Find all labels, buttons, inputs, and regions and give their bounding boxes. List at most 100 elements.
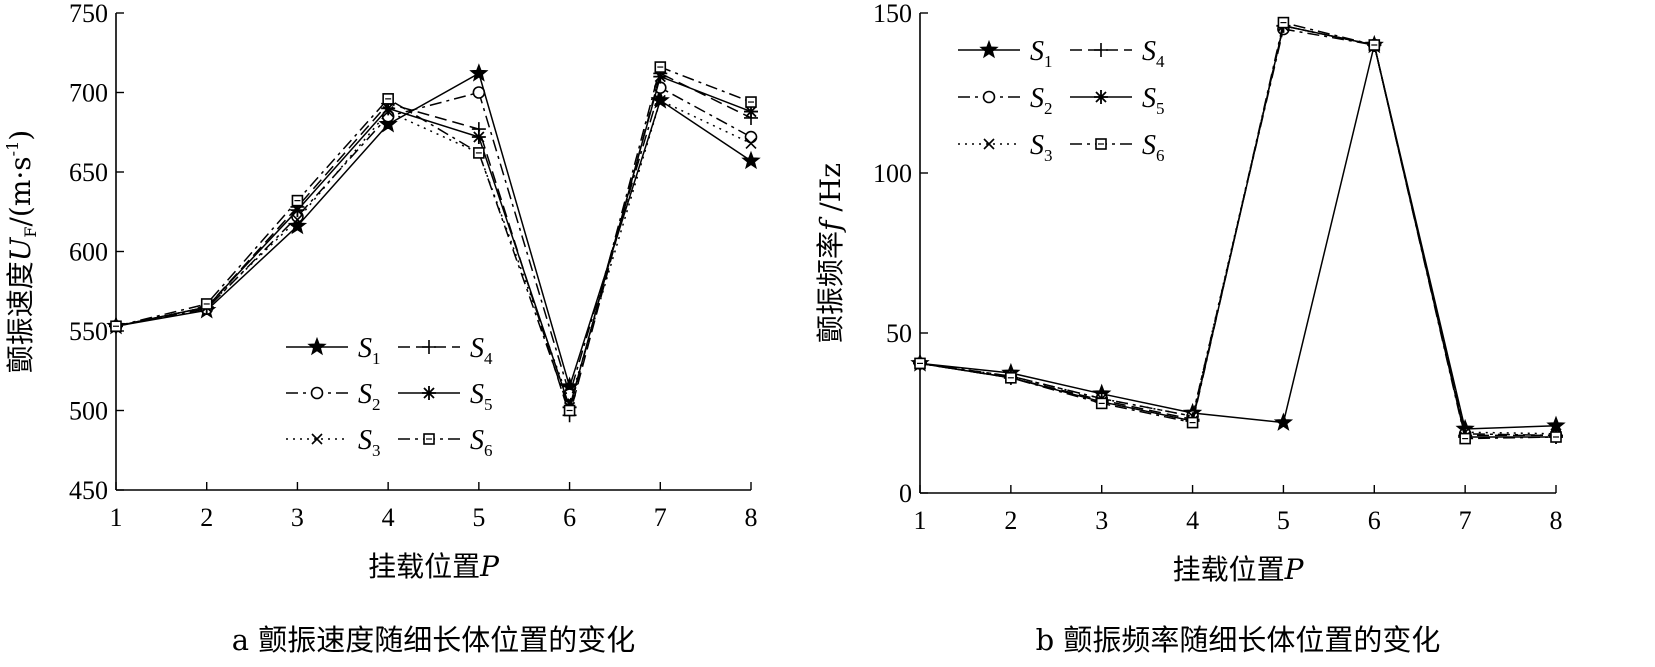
series-line bbox=[115, 72, 752, 390]
legend-label-name: S bbox=[358, 379, 372, 410]
legend-marker bbox=[982, 90, 996, 104]
y-axis-label-ylabel-subscript: F bbox=[21, 226, 40, 237]
legend-label: S6 bbox=[1142, 130, 1165, 165]
legend-label: S2 bbox=[358, 379, 381, 414]
data-point bbox=[744, 104, 758, 119]
legend-item-S6: S6 bbox=[1070, 130, 1165, 165]
x-tick-label: 4 bbox=[382, 503, 395, 532]
legend-marker bbox=[983, 138, 995, 150]
data-point bbox=[287, 215, 308, 235]
legend-label-name: S bbox=[1030, 83, 1044, 114]
x-tick-label: 1 bbox=[914, 506, 927, 535]
legend-label-name: S bbox=[1030, 36, 1044, 67]
legend-marker bbox=[311, 433, 323, 445]
legend-label: S6 bbox=[470, 425, 493, 460]
legend-marker bbox=[422, 386, 436, 400]
x-tick-label: 8 bbox=[745, 503, 758, 532]
legend-label-name: S bbox=[470, 333, 484, 364]
series-line bbox=[115, 72, 752, 418]
x-tick-label: 5 bbox=[472, 503, 485, 532]
x-tick-label: 3 bbox=[1095, 506, 1108, 535]
series-line bbox=[115, 75, 752, 410]
series-line bbox=[115, 99, 752, 405]
legend-label-name: S bbox=[358, 333, 372, 364]
x-axis-label-symbol: P bbox=[479, 550, 500, 583]
legend-item-S2: S2 bbox=[286, 379, 381, 414]
data-point bbox=[378, 114, 398, 133]
y-tick-label: 500 bbox=[69, 397, 108, 426]
x-tick-label: 7 bbox=[1459, 506, 1472, 535]
data-point bbox=[741, 150, 761, 170]
legend-marker bbox=[1094, 90, 1108, 104]
x-tick-label: 2 bbox=[200, 503, 213, 532]
x-axis-label-symbol: P bbox=[1284, 553, 1305, 586]
legend-item-S4: S4 bbox=[398, 333, 493, 368]
legend-item-S6: S6 bbox=[398, 425, 493, 460]
legend-label-sub: 5 bbox=[484, 395, 493, 414]
legend-label-sub: 2 bbox=[372, 395, 381, 414]
x-tick-label: 8 bbox=[1550, 506, 1563, 535]
legend-label-sub: 4 bbox=[1156, 52, 1165, 71]
legend-label-sub: 1 bbox=[372, 349, 381, 368]
y-tick-label: 550 bbox=[69, 317, 108, 346]
data-point bbox=[654, 94, 666, 107]
series-S4 bbox=[109, 66, 758, 423]
y-axis-label-ylabel-unit-exp: -1 bbox=[3, 141, 22, 157]
y-tick-label: 50 bbox=[886, 319, 912, 348]
y-tick-label: 600 bbox=[69, 238, 108, 267]
y-axis-label-ylabel-unit-close: ) bbox=[4, 130, 37, 141]
legend-label-sub: 3 bbox=[372, 441, 381, 460]
series-S1 bbox=[106, 63, 761, 395]
x-tick-label: 4 bbox=[1186, 506, 1199, 535]
legend-marker bbox=[310, 386, 324, 400]
legend-item-S5: S5 bbox=[398, 379, 493, 414]
legend-label: S4 bbox=[470, 333, 493, 368]
chart-caption: a 颤振速度随细长体位置的变化 bbox=[232, 623, 636, 657]
series-S6 bbox=[914, 16, 1562, 445]
legend-label: S1 bbox=[358, 333, 381, 368]
legend-label-name: S bbox=[1142, 36, 1156, 67]
legend-label-sub: 1 bbox=[1044, 52, 1053, 71]
data-point bbox=[745, 137, 757, 149]
x-axis-label: 挂载位置P bbox=[368, 550, 500, 583]
legend-item-S5: S5 bbox=[1070, 83, 1165, 118]
legend-label: S3 bbox=[1030, 130, 1053, 165]
x-tick-label: 2 bbox=[1004, 506, 1017, 535]
y-tick-label: 750 bbox=[69, 0, 108, 28]
y-axis-label: 颤振频率f /Hz bbox=[814, 163, 847, 343]
legend-label-name: S bbox=[1142, 83, 1156, 114]
legend-label-name: S bbox=[470, 425, 484, 456]
legend-item-S4: S4 bbox=[1070, 36, 1165, 71]
legend-marker bbox=[1094, 43, 1108, 57]
data-point bbox=[472, 86, 486, 99]
series-line bbox=[115, 66, 752, 414]
y-axis-label-ylabel-unit: /Hz bbox=[814, 163, 847, 221]
legend-label-sub: 5 bbox=[1156, 99, 1165, 118]
legend-label-sub: 4 bbox=[484, 349, 493, 368]
y-tick-label: 700 bbox=[69, 79, 108, 108]
x-axis-label-text: 挂载位置 bbox=[1173, 553, 1285, 586]
x-tick-label: 3 bbox=[291, 503, 304, 532]
y-tick-label: 0 bbox=[899, 479, 912, 508]
legend-label: S4 bbox=[1142, 36, 1165, 71]
series-S6 bbox=[110, 61, 757, 417]
legend-label: S2 bbox=[1030, 83, 1053, 118]
chart-caption: b 颤振频率随细长体位置的变化 bbox=[1036, 623, 1441, 657]
data-point bbox=[1273, 412, 1294, 431]
legend-label-name: S bbox=[1142, 130, 1156, 161]
data-point bbox=[291, 214, 303, 226]
series-line bbox=[115, 86, 752, 398]
legend-label: S3 bbox=[358, 425, 381, 460]
legend-item-S2: S2 bbox=[958, 83, 1053, 118]
data-point bbox=[471, 130, 486, 145]
legend-marker bbox=[979, 39, 999, 59]
legend-item-S3: S3 bbox=[958, 130, 1053, 165]
legend-label-name: S bbox=[1030, 130, 1044, 161]
legend-label-name: S bbox=[470, 379, 484, 410]
y-axis-label-ylabel: 颤振频率 bbox=[814, 231, 847, 343]
x-tick-label: 1 bbox=[110, 503, 123, 532]
